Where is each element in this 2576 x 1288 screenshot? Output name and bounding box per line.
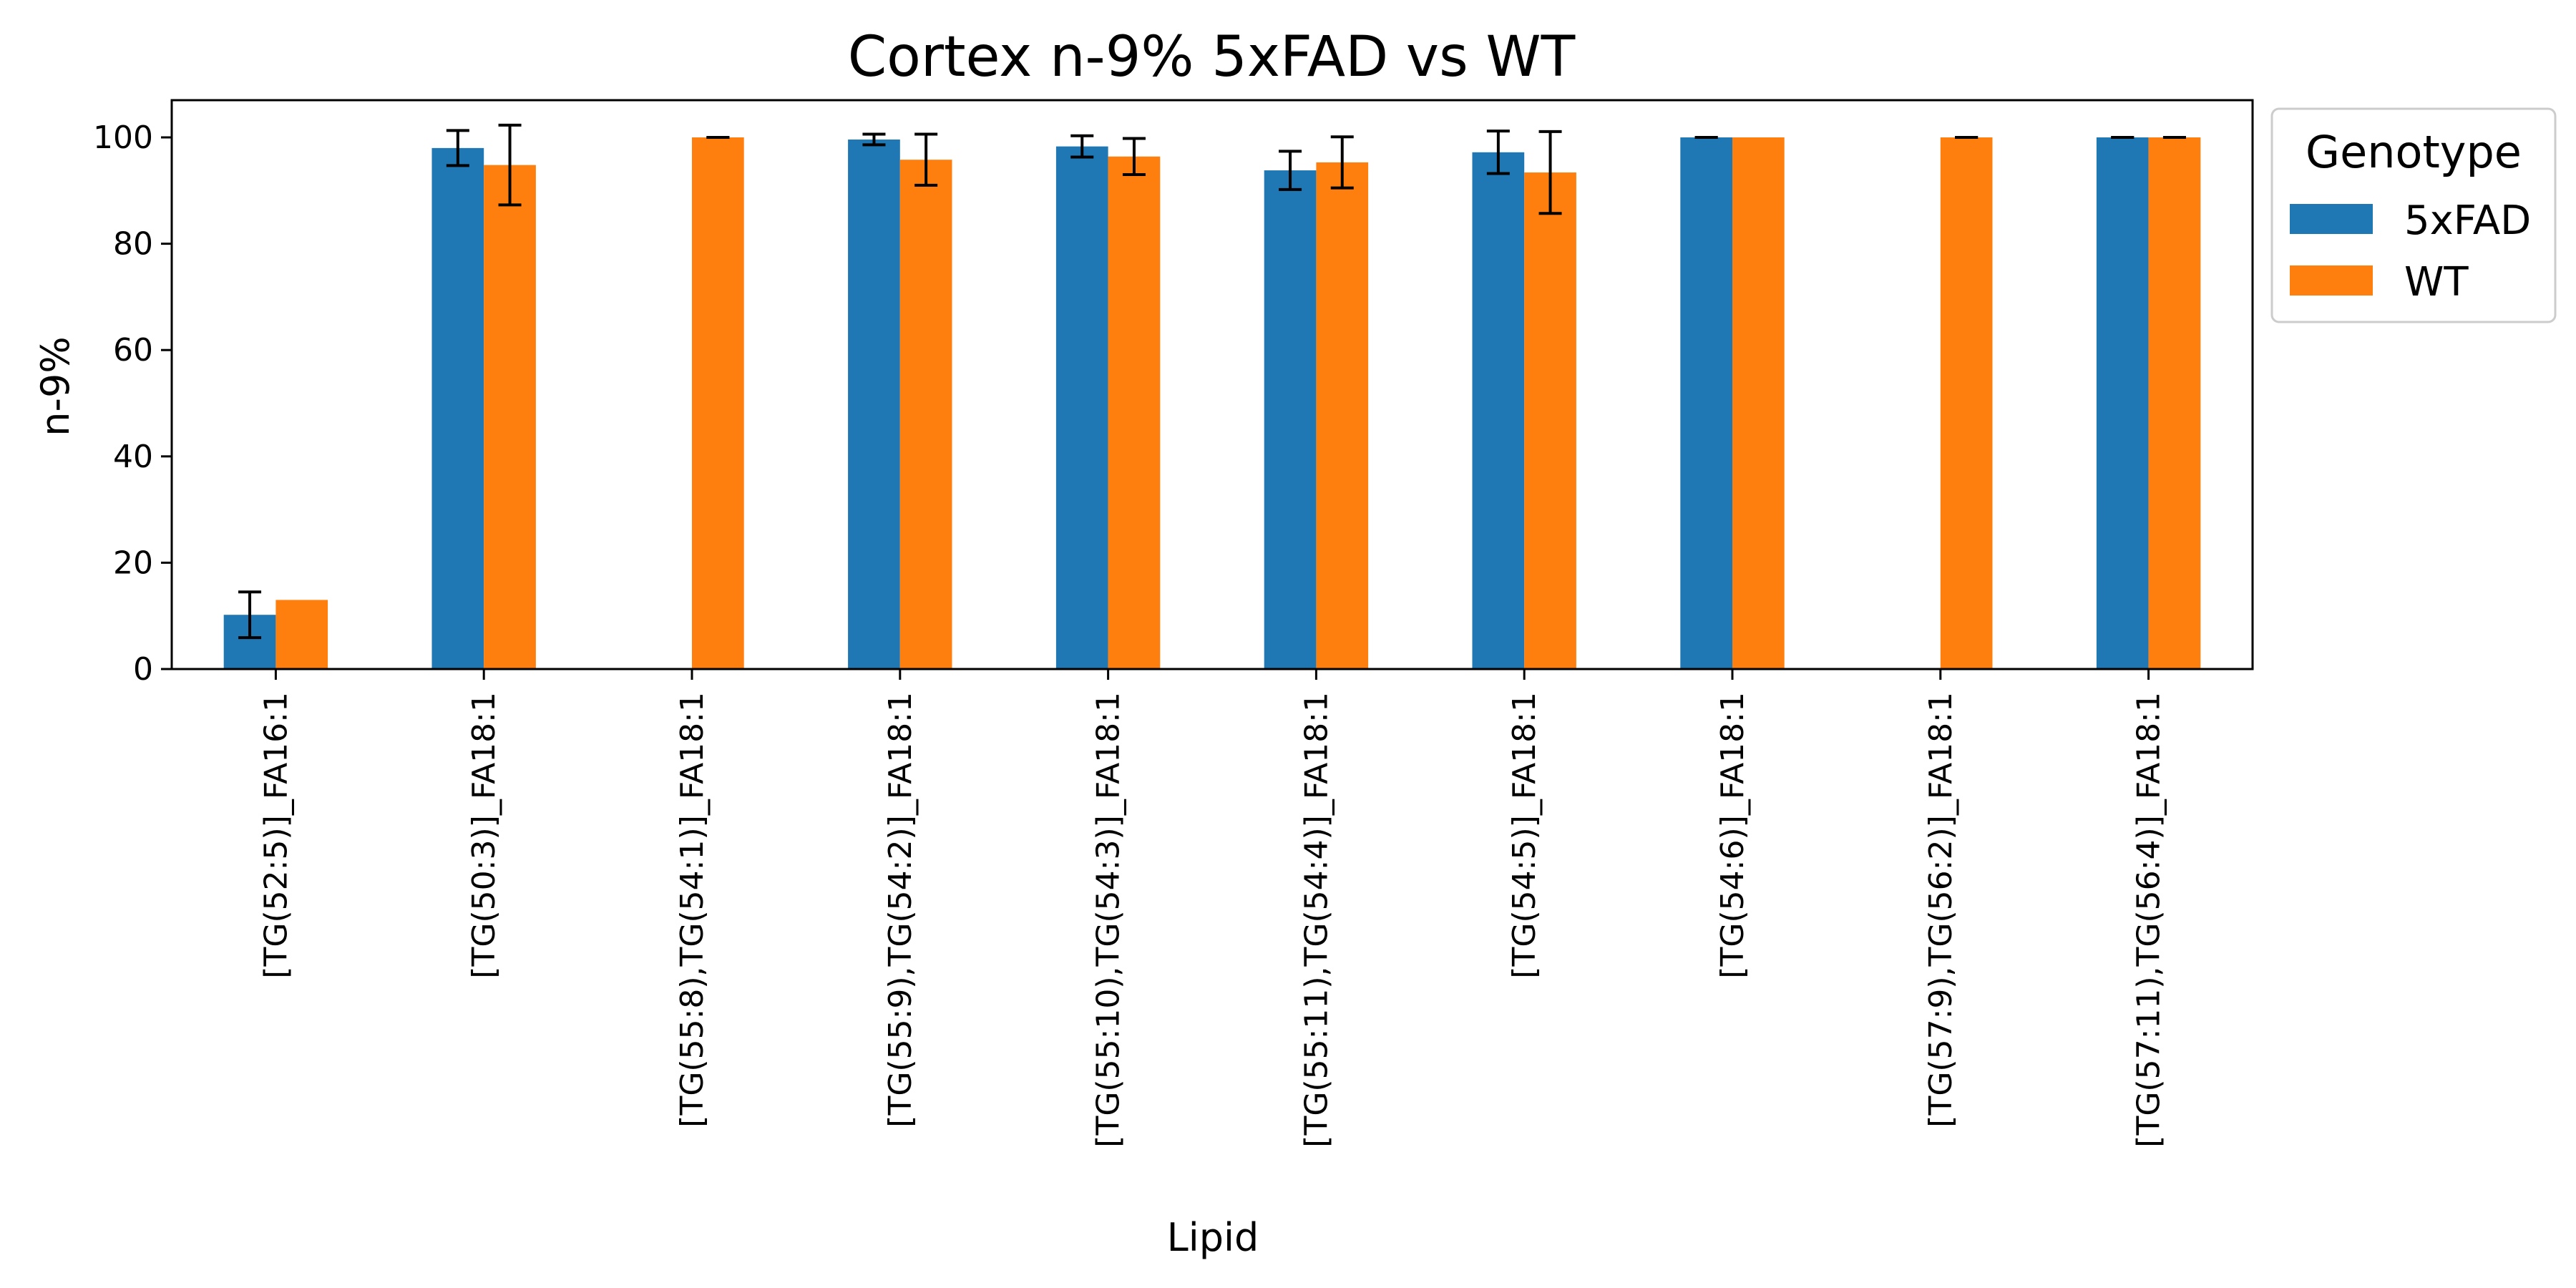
- error-bar-5xfad-4: [1070, 134, 1094, 159]
- y-tick-label-0: 0: [133, 651, 153, 688]
- error-bar-5xfad-5: [1279, 150, 1302, 191]
- legend-label-wt: WT: [2404, 259, 2469, 306]
- error-bar-wt-1: [498, 123, 522, 207]
- y-tick-label-20: 20: [113, 545, 153, 581]
- legend: Genotype 5xFAD WT: [2270, 107, 2557, 323]
- x-tick-label-2: [TG(55:8),TG(54:1)]_FA18:1: [674, 692, 711, 1128]
- y-axis-label: n-9%: [33, 336, 78, 436]
- y-tick-label-40: 40: [113, 439, 153, 475]
- y-tick-label-80: 80: [113, 226, 153, 263]
- x-tick-label-6: [TG(54:5)]_FA18:1: [1506, 692, 1543, 979]
- bar-wt-0: [275, 600, 328, 669]
- x-tick-label-7: [TG(54:6)]_FA18:1: [1714, 692, 1751, 979]
- bar-5xfad-4: [1055, 146, 1108, 669]
- error-bar-5xfad-6: [1486, 130, 1510, 175]
- bar-wt-4: [1108, 156, 1161, 669]
- legend-title: Genotype: [2306, 126, 2522, 178]
- error-bar-5xfad-1: [446, 129, 469, 167]
- bar-5xfad-9: [2096, 137, 2149, 669]
- axes-frame: [170, 99, 2254, 670]
- error-bar-wt-5: [1330, 135, 1354, 190]
- error-bar-5xfad-3: [862, 132, 886, 147]
- bar-5xfad-6: [1472, 152, 1525, 669]
- y-tick-label-60: 60: [113, 332, 153, 369]
- x-tick-label-5: [TG(55:11),TG(54:4)]_FA18:1: [1298, 692, 1335, 1148]
- bar-5xfad-5: [1264, 170, 1317, 669]
- legend-swatch-5xfad: [2290, 204, 2373, 234]
- x-tick-label-0: [TG(52:5)]_FA16:1: [258, 692, 294, 979]
- error-bar-wt-3: [914, 132, 938, 187]
- bar-5xfad-1: [431, 147, 484, 670]
- x-tick-label-1: [TG(50:3)]_FA18:1: [466, 692, 502, 979]
- bar-5xfad-3: [848, 139, 900, 669]
- x-tick-label-3: [TG(55:9),TG(54:2)]_FA18:1: [882, 692, 919, 1128]
- chart-title: Cortex n-9% 5xFAD vs WT: [848, 25, 1576, 89]
- legend-label-5xfad: 5xFAD: [2404, 197, 2531, 244]
- x-tick-label-9: [TG(57:11),TG(56:4)]_FA18:1: [2131, 692, 2167, 1148]
- bar-wt-8: [1940, 137, 1993, 669]
- x-axis-label: Lipid: [1167, 1215, 1259, 1260]
- plot-area: 0 20 40 60 80 100 [TG(52:5)]_FA16:1 [TG(50:3)]_…: [93, 99, 2254, 1148]
- bar-wt-7: [1732, 137, 1785, 669]
- bar-5xfad-7: [1680, 137, 1732, 669]
- bar-wt-2: [692, 137, 744, 669]
- error-bar-5xfad-0: [238, 590, 262, 640]
- bar-wt-3: [899, 160, 952, 669]
- y-tick-label-100: 100: [93, 119, 153, 156]
- bar-wt-9: [2148, 137, 2201, 669]
- error-bar-wt-6: [1538, 130, 1562, 215]
- legend-swatch-wt: [2290, 265, 2373, 296]
- x-tick-label-4: [TG(55:10),TG(54:3)]_FA18:1: [1091, 692, 1127, 1148]
- error-bar-wt-4: [1122, 137, 1146, 177]
- bar-wt-1: [484, 165, 536, 669]
- bar-wt-6: [1524, 172, 1576, 669]
- bar-wt-5: [1316, 162, 1369, 669]
- x-tick-label-8: [TG(57:9),TG(56:2)]_FA18:1: [1923, 692, 1959, 1128]
